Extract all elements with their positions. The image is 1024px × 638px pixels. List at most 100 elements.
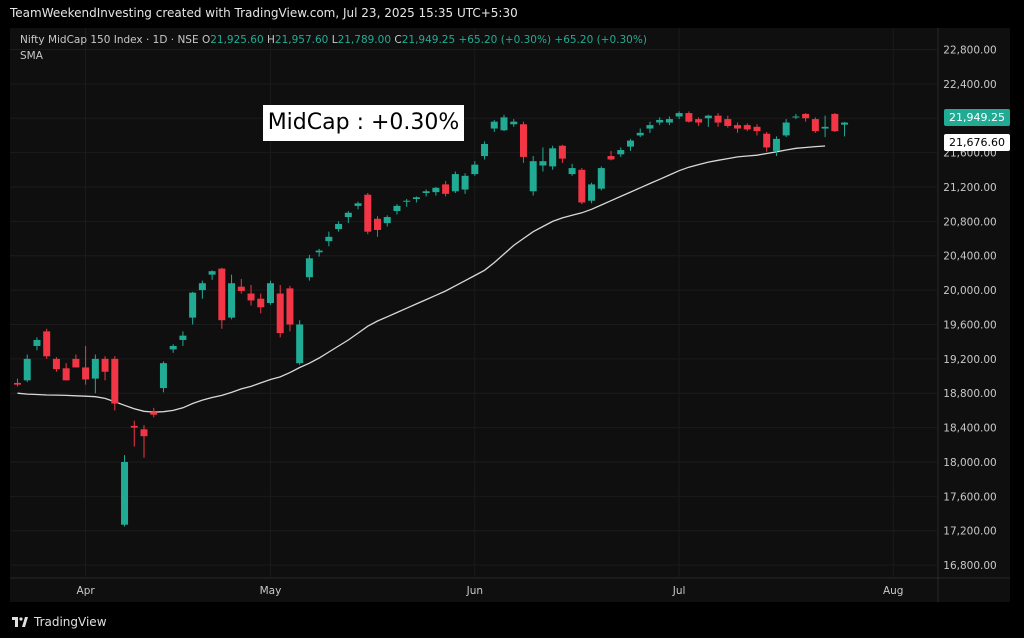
candle-body [364,194,372,232]
y-tick-label: 19,200.00 [943,354,996,366]
x-tick-label: Apr [77,585,96,597]
candle [257,293,265,314]
candle [675,111,683,120]
candle [724,115,732,128]
candle [101,356,109,381]
candle [121,455,129,527]
candle [315,248,323,257]
candle-body [247,293,255,301]
high-label: H [267,34,275,46]
change-value: +65.20 (+0.30%) [458,34,552,46]
candle [568,163,576,176]
sma-price-tag: 21,676.60 [944,134,1010,151]
candle [130,420,138,447]
candle-body [374,218,382,230]
candle-body [23,358,31,381]
candle-body [481,144,489,157]
candle-body [198,283,206,291]
y-tick-label: 20,000.00 [943,285,996,297]
candle [500,114,508,132]
candle [811,117,819,133]
candle-body [354,203,362,206]
candle-body [792,116,800,118]
candle [218,267,226,329]
candle-body [578,169,586,203]
chart-pane[interactable]: 22,800.0022,400.0022,000.0021,600.0021,2… [10,28,1010,602]
candle-body [315,250,323,253]
candle [159,361,167,393]
candle [286,285,294,332]
candle [714,113,722,127]
midcap-annotation: MidCap : +0.30% [263,105,464,141]
candle [43,328,51,359]
candle-body [159,363,167,389]
high-value: 21,957.60 [274,34,329,46]
candle-body [461,175,469,190]
candle-body [383,217,391,224]
brand-name: TradingView [34,615,107,629]
candle-body [72,358,80,368]
candle [325,231,333,247]
candle-body [763,133,771,148]
candle [422,189,430,197]
candle [335,221,343,232]
symbol-label[interactable]: Nifty MidCap 150 Index · 1D · NSE [20,34,199,46]
candle-body [130,425,138,428]
candle [792,113,800,120]
candle [481,141,489,160]
candle-body [179,335,187,340]
candle-body [286,288,294,325]
candle-body [607,156,615,160]
candle [695,117,703,126]
candle-body [189,292,197,318]
x-tick-label: Aug [883,585,904,597]
candle-body [704,115,712,119]
candle-body [101,358,109,372]
candle-body [121,461,129,525]
low-label: L [331,34,338,46]
candle-body [743,125,751,130]
candle-body [665,119,673,123]
y-tick-label: 20,800.00 [943,216,996,228]
candle-body [529,161,537,192]
tradingview-logo-icon [12,617,28,627]
candle [247,284,255,306]
candle-body [471,164,479,175]
candle [266,280,274,305]
candle [451,171,459,193]
low-value: 21,789.00 [337,34,392,46]
candle [617,147,625,157]
y-tick-label: 16,800.00 [943,560,996,572]
candle [403,199,411,207]
candle [198,280,206,299]
y-tick-label: 22,400.00 [943,79,996,91]
candle [169,344,177,353]
candle-body [140,429,148,437]
candle-body [539,161,547,166]
candle [704,114,712,127]
candles [14,111,849,527]
candle-body [451,174,459,192]
sma-line [17,145,826,413]
candle-body [33,339,41,346]
tradingview-brand[interactable]: TradingView [12,615,107,629]
candlestick-chart[interactable]: 22,800.0022,400.0022,000.0021,600.0021,2… [10,28,1010,602]
candle [412,196,420,203]
candle-body [422,191,430,193]
candle [111,356,119,411]
candle-body [393,205,401,212]
candle [442,180,450,197]
y-tick-label: 18,800.00 [943,388,996,400]
grid-lines [10,28,1010,602]
candle [539,147,547,172]
candle [23,354,31,383]
candle [179,331,187,346]
candle-body [841,122,849,125]
candle-body [724,119,732,126]
candle-body [91,358,99,379]
sma-indicator-label[interactable]: SMA [20,50,43,62]
candle [296,320,304,365]
candle [374,216,382,237]
candle [549,145,557,170]
candle [519,121,527,163]
